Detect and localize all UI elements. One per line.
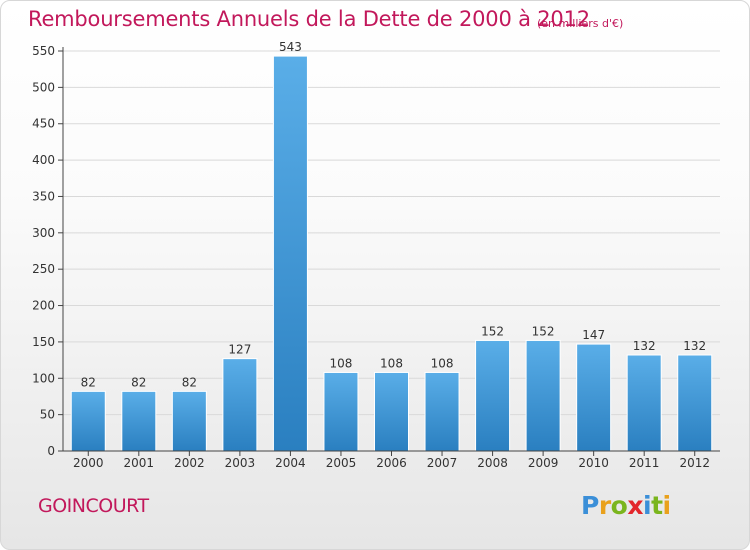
x-tick-label-2011: 2011 <box>629 456 660 470</box>
value-label-2006: 108 <box>380 356 403 370</box>
value-label-2003: 127 <box>228 343 251 357</box>
value-label-2011: 132 <box>633 339 656 353</box>
chart-subtitle: (en milliers d'€) <box>537 17 624 30</box>
value-label-2005: 108 <box>330 356 353 370</box>
bar-2006 <box>374 371 409 452</box>
axis-layer: 0 50 100 150 200 250 300 350 400 450 500 550 2000 200… <box>32 44 720 470</box>
bar-2012 <box>677 354 713 452</box>
bar-2009 <box>525 339 561 452</box>
y-tick-label: 350 <box>32 189 55 203</box>
y-tick-label: 250 <box>32 262 55 276</box>
y-tick-label: 0 <box>47 444 55 458</box>
bar-2001 <box>121 390 157 452</box>
bar-chart: 82 82 82 127 543 108 108 108 152 152 147 132 132 0 50… <box>32 40 720 470</box>
bar-layer: 82 82 82 127 543 108 108 108 152 152 147 132 132 <box>70 40 713 452</box>
x-tick-label-2007: 2007 <box>427 456 458 470</box>
bar-2005 <box>323 371 359 452</box>
y-tick-label: 300 <box>32 226 55 240</box>
x-tick-label-2009: 2009 <box>528 456 559 470</box>
x-tick-label-2002: 2002 <box>174 456 205 470</box>
logo-letter: i <box>662 491 672 520</box>
logo-letter: t <box>651 491 663 520</box>
chart-title: Remboursements Annuels de la Dette de 20… <box>28 7 590 31</box>
y-tick-label: 150 <box>32 335 55 349</box>
bar-2003 <box>222 358 258 452</box>
x-tick-label-2006: 2006 <box>376 456 407 470</box>
y-tick-label: 400 <box>32 153 55 167</box>
y-tick-label: 50 <box>40 408 55 422</box>
logo-letter: x <box>627 491 643 520</box>
value-label-2010: 147 <box>582 328 605 342</box>
y-tick-label: 200 <box>32 299 55 313</box>
value-label-2009: 152 <box>532 324 555 338</box>
x-tick-label-2010: 2010 <box>578 456 609 470</box>
y-tick-label: 100 <box>32 371 55 385</box>
value-label-2007: 108 <box>431 356 454 370</box>
x-tick-label-2003: 2003 <box>225 456 256 470</box>
value-label-2012: 132 <box>683 339 706 353</box>
bar-2010 <box>576 343 612 452</box>
proxiti-logo[interactable]: Proxiti <box>581 491 671 520</box>
x-tick-label-2000: 2000 <box>73 456 104 470</box>
x-tick-label-2001: 2001 <box>124 456 155 470</box>
logo-letter: i <box>643 491 652 520</box>
commune-name: GOINCOURT <box>38 495 149 517</box>
value-label-2000: 82 <box>81 375 96 389</box>
y-tick-label: 500 <box>32 80 55 94</box>
x-tick-label-2005: 2005 <box>326 456 357 470</box>
value-label-2004: 543 <box>279 40 302 54</box>
value-label-2002: 82 <box>182 375 197 389</box>
bar-2011 <box>626 354 662 452</box>
bar-2007 <box>424 371 460 452</box>
x-tick-label-2012: 2012 <box>679 456 710 470</box>
logo-letter: P <box>581 491 599 520</box>
bar-2000 <box>70 390 106 452</box>
logo-letter: o <box>610 491 628 520</box>
x-tick-label-2004: 2004 <box>275 456 306 470</box>
logo-letter: r <box>598 491 611 520</box>
bar-2004 <box>272 55 308 452</box>
y-tick-label: 550 <box>32 44 55 58</box>
x-tick-label-2008: 2008 <box>477 456 508 470</box>
bar-2002 <box>171 390 207 452</box>
value-label-2001: 82 <box>131 375 146 389</box>
value-label-2008: 152 <box>481 324 504 338</box>
y-tick-label: 450 <box>32 117 55 131</box>
bar-2008 <box>475 339 511 452</box>
